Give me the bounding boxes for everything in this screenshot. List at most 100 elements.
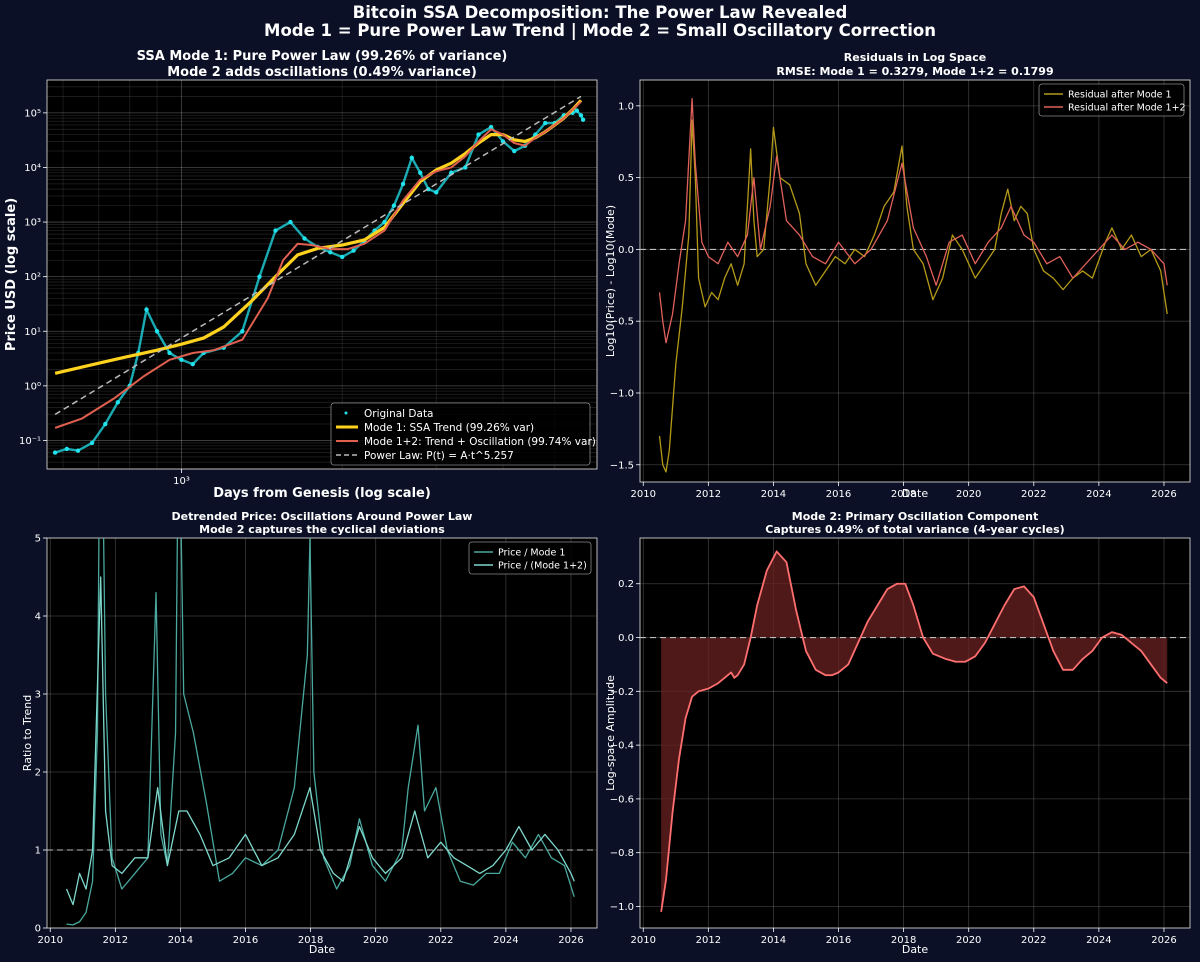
x-tick-label: 2016 xyxy=(233,935,258,946)
legend-label: Original Data xyxy=(364,408,434,420)
plot-layer xyxy=(640,98,1190,473)
y-tick-label: 1.0 xyxy=(618,101,634,112)
x-tick-label: 2026 xyxy=(558,935,583,946)
series-line-power-law xyxy=(54,95,582,416)
x-tick-label: 2020 xyxy=(956,489,981,500)
y-tick-label: 4 xyxy=(35,612,41,623)
figure-title-line2: Mode 1 = Pure Power Law Trend | Mode 2 =… xyxy=(264,21,936,40)
x-tick-label: 2014 xyxy=(761,935,786,946)
y-tick-label: −0.5 xyxy=(610,317,634,328)
x-tick-label: 2012 xyxy=(696,489,721,500)
chart-panel-2: −1.5 −1.0 −0.5 0.0 0.5 1.0 2010 2012 2014 2016 201… xyxy=(604,51,1191,500)
y-tick-label: 10⁴ xyxy=(24,163,41,174)
legend-label: Price / (Mode 1+2) xyxy=(498,561,587,572)
x-tick-label: 2024 xyxy=(1086,489,1111,500)
y-tick-label: 0.0 xyxy=(618,633,634,644)
x-tick-label: 2020 xyxy=(956,935,981,946)
chart-panel-1: 10⁻¹ 10⁰ 10¹ 10² 10³ 10⁴ 10⁵ 10³ SSA Mode 1: Pur… xyxy=(4,49,598,501)
plot-area xyxy=(640,80,1190,482)
y-tick-label: 2 xyxy=(35,768,41,779)
x-tick-label: 2026 xyxy=(1151,935,1176,946)
legend-box xyxy=(468,541,592,575)
legend-label: Residual after Mode 1+2 xyxy=(1068,103,1186,114)
legend-label: Power Law: P(t) = A·t^5.257 xyxy=(364,450,514,462)
x-tick-label: 2022 xyxy=(1021,935,1046,946)
y-tick-label: −1.5 xyxy=(610,460,634,471)
chart-title: Detrended Price: Oscillations Around Pow… xyxy=(172,510,473,523)
chart-subtitle: Captures 0.49% of total variance (4-year… xyxy=(765,523,1064,536)
x-tick-label: 2014 xyxy=(168,935,193,946)
x-tick-label: 2010 xyxy=(631,935,656,946)
x-axis-label: Days from Genesis (log scale) xyxy=(213,486,431,501)
y-tick-label: 10⁻¹ xyxy=(19,436,41,447)
series-line-2 xyxy=(658,98,1168,344)
x-axis-label: Date xyxy=(309,943,336,956)
chart-subtitle: Mode 2 captures the cyclical deviations xyxy=(199,523,445,536)
axes-frame xyxy=(639,79,1191,483)
y-tick-label: 0.0 xyxy=(618,245,634,256)
y-tick-label: 0 xyxy=(35,924,41,935)
chart-panel-3: 0 1 2 3 4 5 2010 2012 2014 2016 2018 2020 2022 2024 20… xyxy=(21,510,598,956)
legend-box xyxy=(330,402,591,466)
y-axis-label: Ratio to Trend xyxy=(21,695,34,771)
axes-frame xyxy=(46,79,598,470)
chart-subtitle: RMSE: Mode 1 = 0.3279, Mode 1+2 = 0.1799 xyxy=(776,65,1053,78)
plot-area xyxy=(47,538,597,928)
y-tick-label: −1.0 xyxy=(610,388,634,399)
x-tick-label: 10³ xyxy=(173,476,190,487)
y-tick-label: 3 xyxy=(35,690,41,701)
x-tick-label: 2010 xyxy=(631,489,656,500)
series-line-2 xyxy=(65,576,575,906)
chart-title: Mode 2: Primary Oscillation Component xyxy=(792,510,1038,523)
oscillation-area-fill xyxy=(661,551,1168,912)
x-tick-label: 2024 xyxy=(1086,935,1111,946)
x-tick-label: 2016 xyxy=(826,935,851,946)
y-tick-label: −1.0 xyxy=(610,902,634,913)
chart-panel-4: −1.0 −0.8 −0.6 −0.4 −0.2 0.0 0.2 2010 2012 2014 20… xyxy=(604,510,1191,956)
x-tick-label: 2022 xyxy=(1021,489,1046,500)
x-tick-label: 2018 xyxy=(298,935,323,946)
legend-label: Price / Mode 1 xyxy=(498,548,565,559)
legend-label: Mode 1: SSA Trend (99.26% var) xyxy=(364,422,534,434)
y-tick-label: 10⁵ xyxy=(24,108,41,119)
y-tick-label: −0.4 xyxy=(610,741,634,752)
x-tick-label: 2018 xyxy=(891,935,916,946)
series-line-1 xyxy=(658,119,1168,473)
plot-layer xyxy=(52,95,586,455)
x-tick-label: 2022 xyxy=(428,935,453,946)
legend-label: Mode 1+2: Trend + Oscillation (99.74% va… xyxy=(364,436,596,448)
x-tick-label: 2016 xyxy=(826,489,851,500)
axes-frame xyxy=(46,537,598,929)
y-axis-label: Log10(Price) - Log10(Mode) xyxy=(604,205,617,357)
x-tick-label: 2012 xyxy=(103,935,128,946)
x-tick-label: 2012 xyxy=(696,935,721,946)
chart-subtitle: Mode 2 adds oscillations (0.49% variance… xyxy=(167,65,477,80)
x-axis-label: Date xyxy=(902,943,929,956)
y-tick-label: −0.6 xyxy=(610,794,634,805)
plot-layer xyxy=(47,538,597,926)
y-tick-label: −0.8 xyxy=(610,848,634,859)
series-line-mode2 xyxy=(660,550,1168,912)
x-tick-label: 2026 xyxy=(1151,489,1176,500)
x-tick-label: 2010 xyxy=(38,935,63,946)
y-tick-label: −0.2 xyxy=(610,687,634,698)
chart-title: SSA Mode 1: Pure Power Law (99.26% of va… xyxy=(137,49,508,64)
legend-box xyxy=(1038,83,1185,117)
x-tick-label: 2024 xyxy=(493,935,518,946)
y-tick-label: 10³ xyxy=(24,218,41,229)
y-tick-label: 1 xyxy=(35,846,41,857)
x-axis-label: Date xyxy=(902,487,929,500)
chart-title: Residuals in Log Space xyxy=(844,51,986,64)
y-tick-label: 0.5 xyxy=(618,173,634,184)
figure-title-line1: Bitcoin SSA Decomposition: The Power Law… xyxy=(352,3,848,22)
y-tick-label: 10¹ xyxy=(24,327,41,338)
y-tick-label: 5 xyxy=(35,534,41,545)
plot-layer xyxy=(640,550,1190,912)
series-line-mode12 xyxy=(54,100,582,429)
x-tick-label: 2014 xyxy=(761,489,786,500)
x-tick-label: 2020 xyxy=(363,935,388,946)
plot-area xyxy=(640,538,1190,928)
legend-label: Residual after Mode 1 xyxy=(1068,90,1172,101)
y-tick-label: 10² xyxy=(24,272,41,283)
